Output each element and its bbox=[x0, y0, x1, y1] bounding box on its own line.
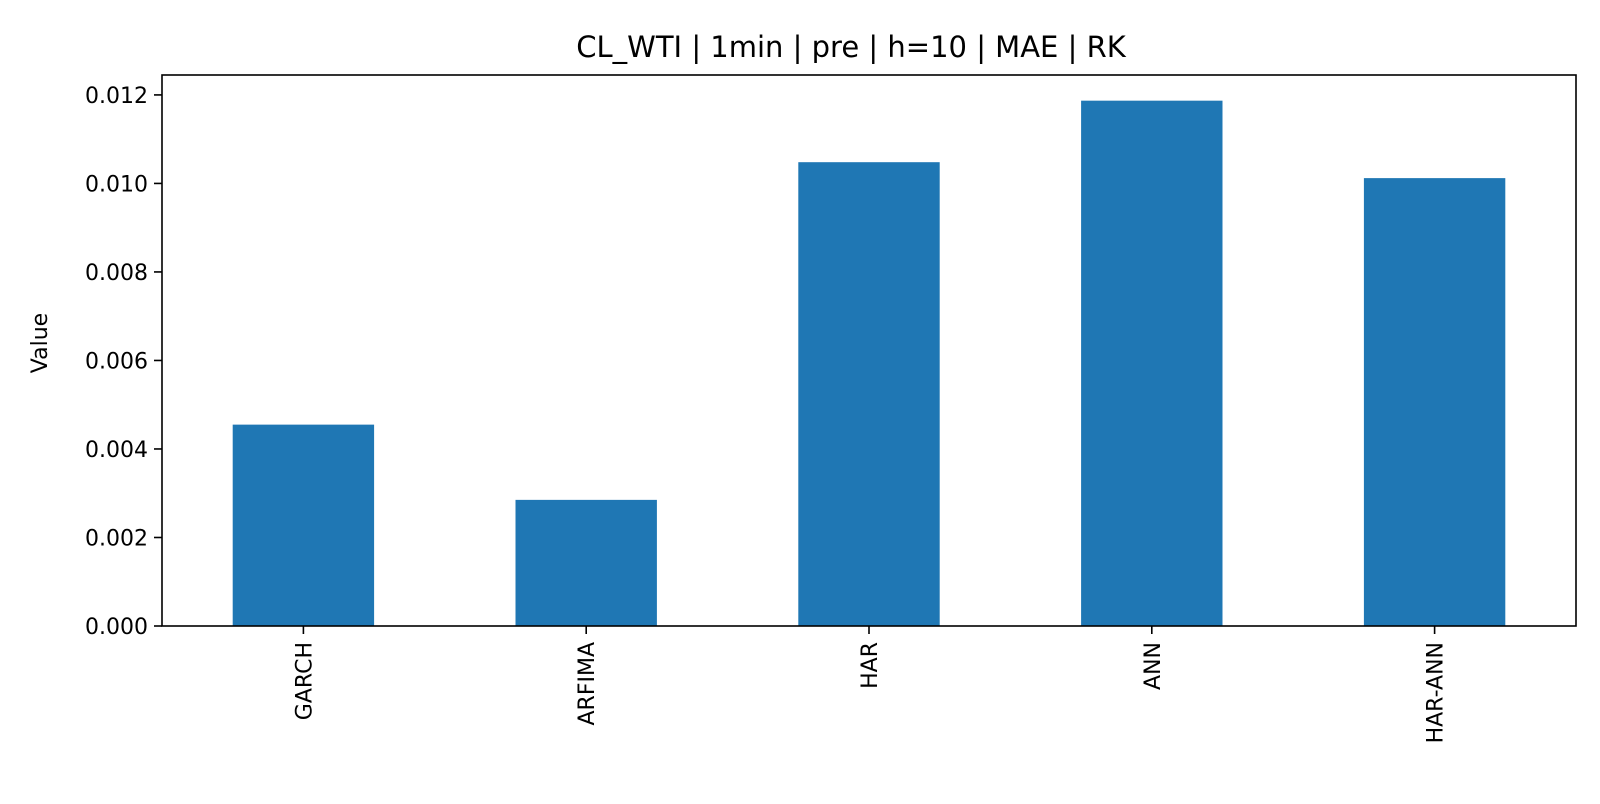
bar-garch bbox=[232, 424, 375, 626]
y-tick-label: 0.000 bbox=[85, 615, 148, 640]
plot-frame bbox=[161, 74, 1577, 627]
x-tick-label: ANN bbox=[1141, 642, 1166, 690]
y-tick-label: 0.002 bbox=[85, 526, 148, 551]
y-axis-ticks: 0.000 0.002 0.004 0.006 0.008 0.010 0.012 bbox=[85, 84, 162, 640]
x-tick-label: ARFIMA bbox=[575, 642, 600, 726]
y-tick-label: 0.006 bbox=[85, 349, 148, 374]
y-tick-label: 0.004 bbox=[85, 438, 148, 463]
y-axis-label: Value bbox=[28, 313, 53, 373]
x-tick-label: GARCH bbox=[292, 642, 317, 720]
y-tick-label: 0.008 bbox=[85, 261, 148, 286]
chart-title: CL_WTI | 1min | pre | h=10 | MAE | RK bbox=[576, 30, 1126, 64]
y-tick-label: 0.012 bbox=[85, 84, 148, 109]
bar-ann bbox=[1081, 100, 1223, 627]
bars bbox=[232, 100, 1506, 627]
bar-har-ann bbox=[1363, 178, 1506, 626]
x-tick-label: HAR bbox=[858, 642, 883, 689]
y-tick-label: 0.010 bbox=[85, 172, 148, 197]
bar-har bbox=[798, 162, 940, 626]
x-tick-label: HAR-ANN bbox=[1424, 642, 1449, 743]
bar-arfima bbox=[515, 499, 657, 626]
x-axis-ticks: GARCH ARFIMA HAR ANN HAR-ANN bbox=[292, 626, 1449, 743]
